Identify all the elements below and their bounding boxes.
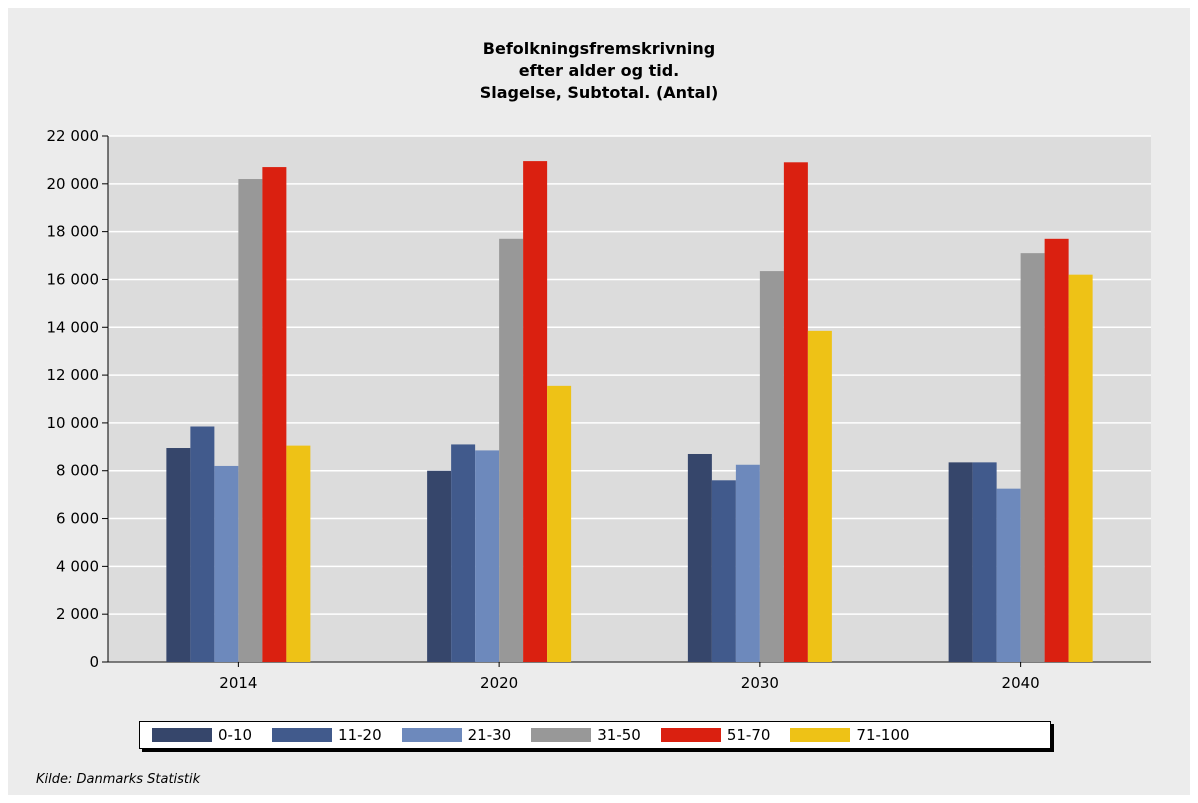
- legend-label-11-20: 11-20: [338, 726, 382, 744]
- bar-2020-11-20: [451, 444, 476, 662]
- legend-swatch-31-50: [531, 728, 592, 742]
- legend-label-0-10: 0-10: [218, 726, 253, 744]
- bar-2014-71-100: [286, 445, 311, 662]
- y-tick-label: 0: [89, 653, 99, 671]
- y-tick-label: 12 000: [47, 366, 100, 384]
- bar-2030-21-30: [735, 464, 760, 662]
- legend-label-71-100: 71-100: [856, 726, 910, 744]
- bar-2014-0-10: [166, 448, 191, 662]
- legend-item-71-100: 71-100: [790, 726, 910, 744]
- x-tick-label-2040: 2040: [1002, 674, 1040, 692]
- x-tick-label-2020: 2020: [480, 674, 518, 692]
- legend-label-31-50: 31-50: [597, 726, 641, 744]
- legend-item-51-70: 51-70: [660, 726, 771, 744]
- legend-label-21-30: 21-30: [467, 726, 512, 744]
- chart-frame: Befolkningsfremskrivning efter alder og …: [8, 8, 1190, 795]
- y-tick-label: 16 000: [47, 270, 100, 288]
- bar-chart: 0 2 000 4 000 6 000 8 000 10 000 12 000 14 000 1…: [47, 127, 1151, 692]
- legend-swatch-21-30: [401, 728, 462, 742]
- bar-2040-51-70: [1044, 238, 1069, 663]
- bar-2020-21-30: [475, 450, 500, 662]
- bar-2020-71-100: [547, 385, 572, 662]
- legend-item-21-30: 21-30: [401, 726, 512, 744]
- bar-2040-71-100: [1068, 274, 1093, 662]
- bar-2030-51-70: [783, 162, 808, 663]
- legend-item-11-20: 11-20: [272, 726, 382, 744]
- bar-2040-11-20: [972, 462, 997, 662]
- y-tick-label: 4 000: [56, 557, 99, 575]
- chart-title-line-1: Befolkningsfremskrivning: [482, 39, 716, 58]
- x-tick-label-2030: 2030: [741, 674, 779, 692]
- y-tick-label: 2 000: [56, 605, 99, 623]
- y-tick-label: 22 000: [47, 127, 100, 145]
- y-tick-label: 14 000: [47, 318, 100, 336]
- y-tick-label: 8 000: [56, 462, 99, 480]
- legend-label-51-70: 51-70: [726, 726, 771, 744]
- chart-title-line-2: efter alder og tid.: [518, 61, 680, 80]
- legend-item-31-50: 31-50: [531, 726, 641, 744]
- x-tick-label-2014: 2014: [219, 674, 257, 692]
- bar-2020-0-10: [427, 470, 452, 662]
- bar-2040-31-50: [1020, 253, 1045, 662]
- bar-2020-51-70: [523, 161, 548, 662]
- bar-2040-0-10: [948, 462, 973, 662]
- y-tick-label: 6 000: [56, 510, 99, 528]
- bar-2030-11-20: [711, 480, 736, 662]
- bar-2014-51-70: [262, 167, 287, 662]
- legend-swatch-11-20: [272, 728, 333, 742]
- legend-item-0-10: 0-10: [152, 726, 252, 744]
- legend-swatch-0-10: [152, 728, 212, 742]
- bar-2040-21-30: [996, 488, 1021, 662]
- legend-swatch-51-70: [660, 728, 721, 742]
- y-tick-label: 18 000: [47, 223, 100, 241]
- bar-2014-11-20: [190, 426, 215, 662]
- bar-2020-31-50: [499, 238, 524, 663]
- y-tick-label: 20 000: [47, 175, 100, 193]
- bar-2030-31-50: [759, 271, 784, 662]
- legend: 0-10 11-20 21-30 31-50 51-70 71-100: [139, 721, 1051, 749]
- bar-2014-31-50: [238, 179, 263, 662]
- bar-2030-71-100: [807, 330, 832, 662]
- bar-2014-21-30: [214, 465, 239, 662]
- source-note: Kilde: Danmarks Statistik: [36, 772, 201, 787]
- chart-title: Befolkningsfremskrivning efter alder og …: [8, 38, 1190, 104]
- legend-swatch-71-100: [790, 728, 851, 742]
- bar-2030-0-10: [687, 453, 712, 662]
- y-tick-label: 10 000: [47, 414, 100, 432]
- chart-title-line-3: Slagelse, Subtotal. (Antal): [479, 83, 719, 102]
